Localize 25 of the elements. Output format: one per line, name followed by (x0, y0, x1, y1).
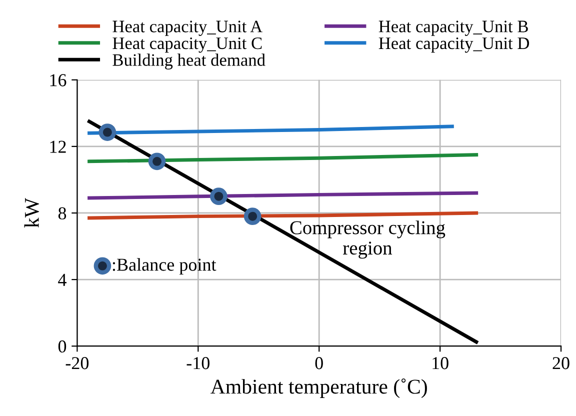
x-tick-label: 10 (432, 357, 448, 370)
x-tick-label: 0 (315, 357, 323, 370)
y-tick-label: 4 (58, 274, 66, 286)
y-tick-label: 16 (50, 74, 66, 86)
y-tick-label: 12 (50, 140, 66, 153)
y-tick-label: 8 (58, 207, 66, 220)
legend-label: Heat capacity_Unit D (378, 37, 530, 53)
point (210, 188, 228, 206)
point (98, 124, 116, 141)
legend-label: Heat capacity_Unit A (112, 20, 262, 36)
point (148, 152, 166, 170)
line-series (88, 124, 454, 135)
legend-label: Heat capacity_Unit C (112, 37, 262, 53)
y-tick-label: 0 (58, 340, 66, 353)
x-tick-label: 20 (552, 357, 570, 370)
point (244, 208, 262, 225)
line-series (88, 153, 478, 164)
y-axis-title: kW (24, 198, 40, 228)
legend-label: :Balance point (112, 258, 216, 274)
legend-label: Heat capacity_Unit B (378, 20, 528, 36)
annotation: Compressor cycling region (290, 220, 446, 259)
x-axis-title: Ambient temperature (˚C) (210, 378, 427, 398)
x-tick-label: -10 (186, 357, 210, 370)
x-tick-label: -20 (66, 357, 89, 370)
legend-label: Building heat demand (112, 54, 266, 70)
